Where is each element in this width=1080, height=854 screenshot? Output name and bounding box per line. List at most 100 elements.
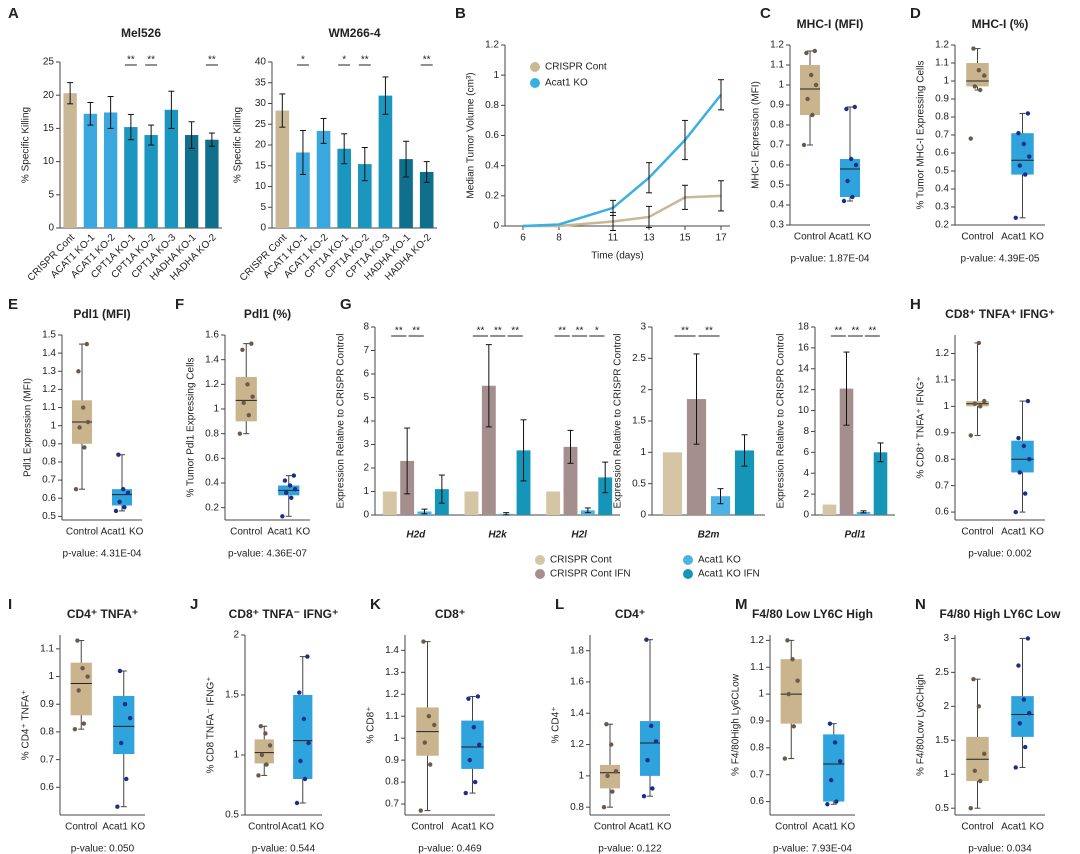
point xyxy=(605,773,610,779)
point xyxy=(125,490,131,495)
p-value: p-value: 4.31E-04 xyxy=(63,549,142,560)
legend-label: Acat1 KO xyxy=(545,78,588,89)
y-tick-label: 0.9 xyxy=(770,100,784,111)
point xyxy=(85,419,91,425)
panel-letter: K xyxy=(370,596,381,613)
y-tick-label: 0.8 xyxy=(770,120,784,131)
point xyxy=(976,68,982,73)
point xyxy=(849,156,854,162)
point xyxy=(1022,491,1028,496)
x-tick-label: Control xyxy=(411,822,443,833)
x-tick-label: Control xyxy=(65,822,97,833)
legend-swatch xyxy=(683,569,693,579)
point xyxy=(467,757,472,763)
point xyxy=(785,638,790,643)
p-value: p-value: 0.544 xyxy=(252,844,316,854)
bar xyxy=(856,511,871,515)
y-tick-label: 1.2 xyxy=(570,739,584,750)
y-tick-label: 1.1 xyxy=(935,58,949,69)
chart-title: CD8⁺ TNFA⁻ IFNG⁺ xyxy=(229,607,339,621)
legend-swatch xyxy=(535,555,545,565)
significance: * xyxy=(342,55,346,66)
y-tick-label: 0.7 xyxy=(385,799,399,810)
point xyxy=(982,398,987,404)
y-tick-label: 0.5 xyxy=(42,511,56,522)
y-tick-label: 0.2 xyxy=(935,220,949,231)
x-tick-label: Control xyxy=(594,822,626,833)
point xyxy=(968,433,973,438)
y-tick-label: 0.5 xyxy=(225,810,239,821)
y-tick-label: 16 xyxy=(798,343,810,354)
point xyxy=(264,762,269,767)
y-tick-label: 1.2 xyxy=(42,384,56,395)
bar xyxy=(378,95,393,229)
y-tick-label: 1.2 xyxy=(750,635,764,646)
point xyxy=(245,382,250,387)
x-tick-label: Acat1 KO xyxy=(829,232,872,243)
y-tick-label: 0.9 xyxy=(40,699,54,710)
y-tick-label: 0.6 xyxy=(485,130,499,141)
y-tick-label: 1.6 xyxy=(570,677,584,688)
y-tick-label: 0.6 xyxy=(750,796,764,807)
y-tick-label: 1.2 xyxy=(205,379,219,390)
point xyxy=(80,666,85,671)
x-tick-label: H2l xyxy=(571,530,587,541)
x-tick-label: Control xyxy=(961,527,993,538)
y-tick-label: 0.4 xyxy=(770,200,784,211)
point xyxy=(1027,457,1032,462)
legend-label: CRISPR Cont IFN xyxy=(550,569,631,580)
significance: ** xyxy=(395,326,403,337)
y-tick-label: 0.9 xyxy=(750,716,764,727)
x-tick-label: Pdl1 xyxy=(844,530,866,541)
point xyxy=(853,162,859,168)
y-axis-label: % Specific Killing xyxy=(233,107,244,183)
x-tick-label: 8 xyxy=(556,233,562,244)
x-tick-label: Acat1 KO xyxy=(281,822,324,833)
bar xyxy=(516,450,531,515)
y-tick-label: 20 xyxy=(43,90,55,101)
point xyxy=(259,752,265,758)
point xyxy=(968,136,973,141)
line xyxy=(523,194,722,228)
point xyxy=(653,739,659,744)
y-tick-label: 1.2 xyxy=(935,348,949,359)
bar xyxy=(839,388,854,515)
y-tick-label: 1 xyxy=(363,486,369,497)
point xyxy=(124,776,129,782)
bar xyxy=(546,491,561,515)
point xyxy=(418,808,423,813)
point xyxy=(291,473,297,478)
point xyxy=(971,676,976,682)
x-tick-label: Control xyxy=(961,232,993,243)
y-axis-label: Pdl1 Expression (MFI) xyxy=(23,378,34,477)
y-tick-label: 1.4 xyxy=(205,354,219,365)
point xyxy=(972,84,977,89)
significance: ** xyxy=(361,55,369,66)
y-tick-label: 1 xyxy=(48,671,54,682)
point xyxy=(1013,509,1018,515)
p-value: p-value: 0.034 xyxy=(968,844,1032,854)
point xyxy=(978,404,983,409)
bar xyxy=(144,135,158,228)
y-tick-label: 10 xyxy=(798,405,810,416)
point xyxy=(841,198,847,204)
y-tick-label: 6 xyxy=(803,447,809,458)
point xyxy=(426,714,432,719)
y-tick-label: 1.3 xyxy=(385,667,399,678)
point xyxy=(84,341,90,347)
x-tick-label: 11 xyxy=(608,233,619,244)
y-tick-label: 0.8 xyxy=(205,428,219,439)
y-tick-label: 1.1 xyxy=(750,662,764,673)
point xyxy=(122,505,127,510)
significance: ** xyxy=(558,326,566,337)
y-axis-label: % CD8⁺ TNFA⁺ IFNG⁺ xyxy=(916,376,927,478)
point xyxy=(81,405,86,410)
bar xyxy=(464,491,479,515)
bar xyxy=(83,113,98,228)
point xyxy=(477,742,482,747)
y-tick-label: 1.8 xyxy=(570,645,584,656)
significance: * xyxy=(301,55,305,66)
panel-letter: D xyxy=(910,5,921,22)
chart-title: F4/80 High LY6C Low xyxy=(940,607,1062,621)
